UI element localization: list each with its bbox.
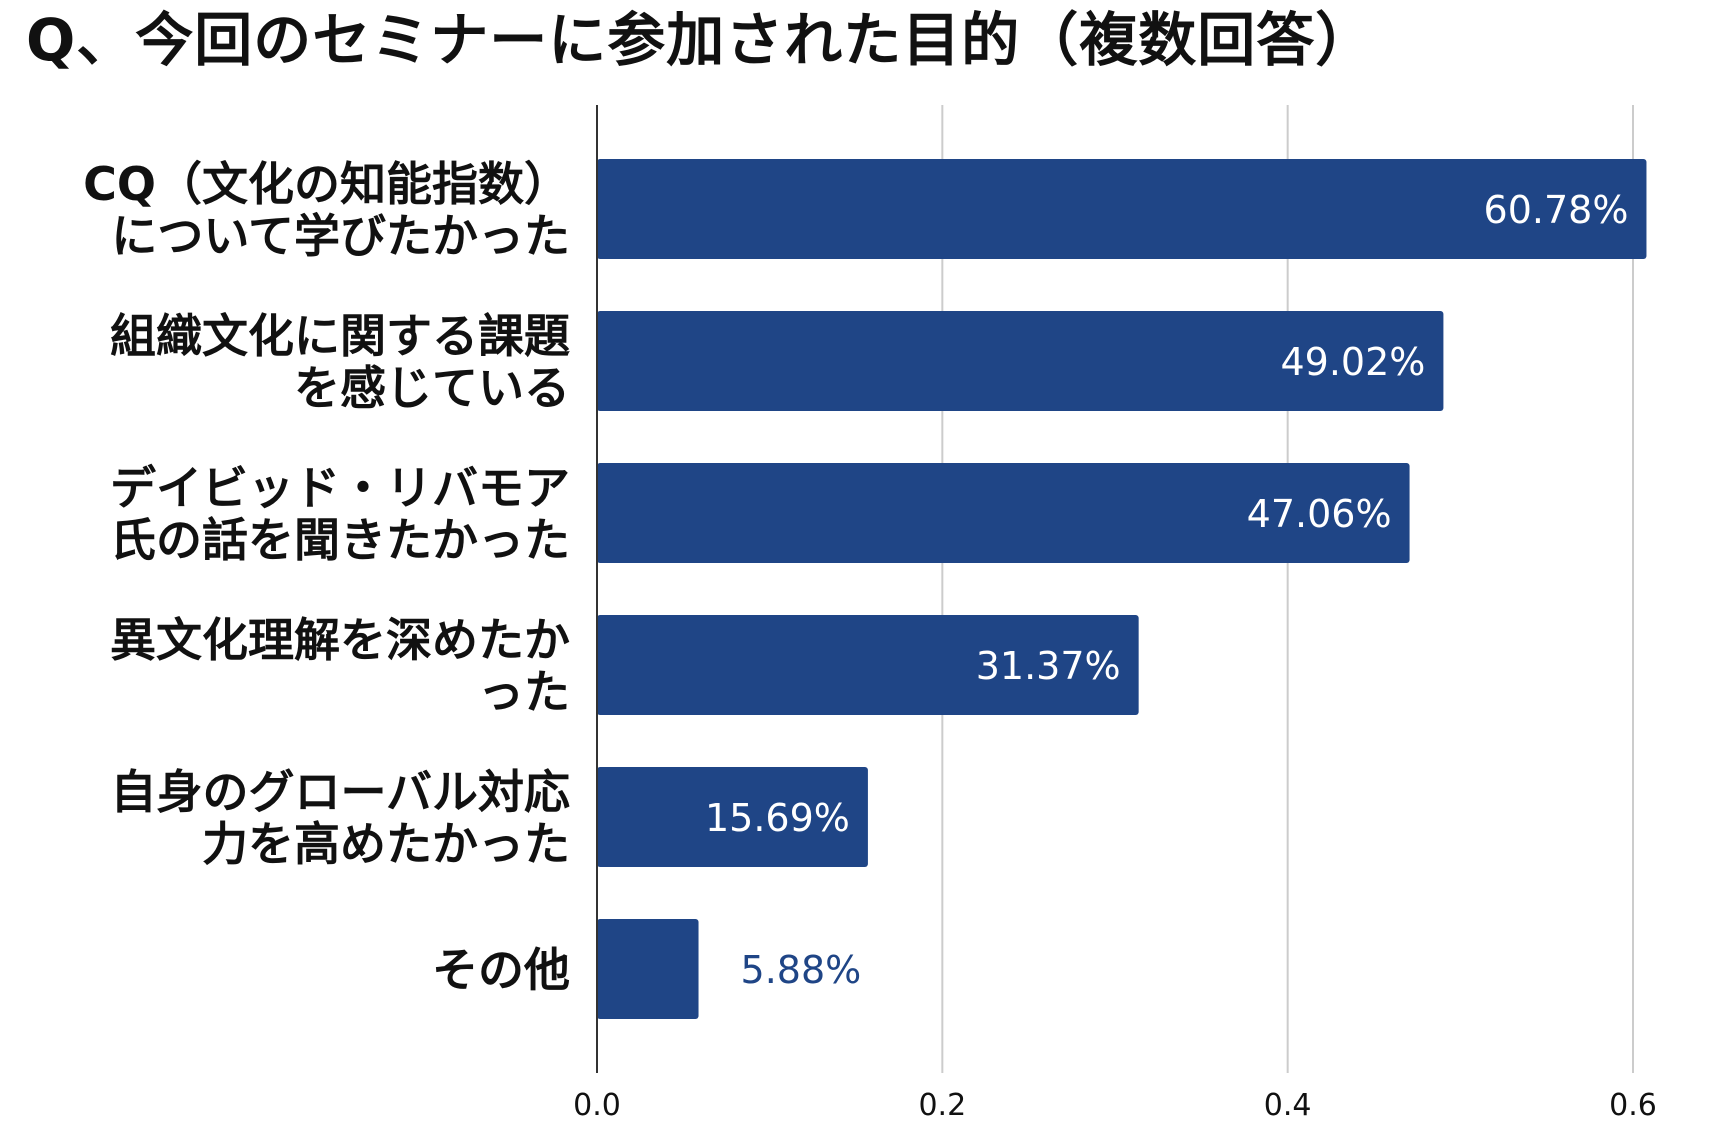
bar bbox=[597, 767, 868, 867]
bar bbox=[597, 919, 699, 1019]
data-label: 47.06% bbox=[1247, 492, 1392, 536]
data-label: 49.02% bbox=[1281, 340, 1426, 384]
category-label: 氏の話を聞きたかった bbox=[110, 513, 570, 567]
x-tick-label: 0.0 bbox=[573, 1088, 621, 1122]
bar bbox=[597, 159, 1647, 259]
category-label: 自身のグローバル対応 bbox=[110, 765, 570, 819]
data-label: 5.88% bbox=[741, 948, 862, 992]
data-label: 31.37% bbox=[976, 644, 1121, 688]
bar bbox=[597, 463, 1410, 563]
data-label: 15.69% bbox=[705, 796, 850, 840]
category-label: CQ（文化の知能指数） bbox=[83, 157, 570, 211]
x-tick-label: 0.2 bbox=[918, 1088, 966, 1122]
category-label: 力を高めたかった bbox=[202, 817, 570, 871]
category-label: デイビッド・リバモア bbox=[110, 461, 570, 515]
category-label: 異文化理解を深めたか bbox=[110, 613, 570, 667]
category-label: その他 bbox=[432, 943, 570, 997]
bar bbox=[597, 311, 1444, 411]
x-tick-label: 0.4 bbox=[1264, 1088, 1312, 1122]
category-label: 組織文化に関する課題 bbox=[110, 309, 570, 363]
category-label: を感じている bbox=[294, 361, 570, 415]
x-tick-label: 0.6 bbox=[1609, 1088, 1657, 1122]
category-label: った bbox=[478, 665, 570, 719]
bar bbox=[597, 615, 1139, 715]
category-label: について学びたかった bbox=[111, 209, 570, 263]
chart-title: Q、今回のセミナーに参加された目的（複数回答） bbox=[26, 6, 1375, 74]
data-label: 60.78% bbox=[1484, 188, 1629, 232]
